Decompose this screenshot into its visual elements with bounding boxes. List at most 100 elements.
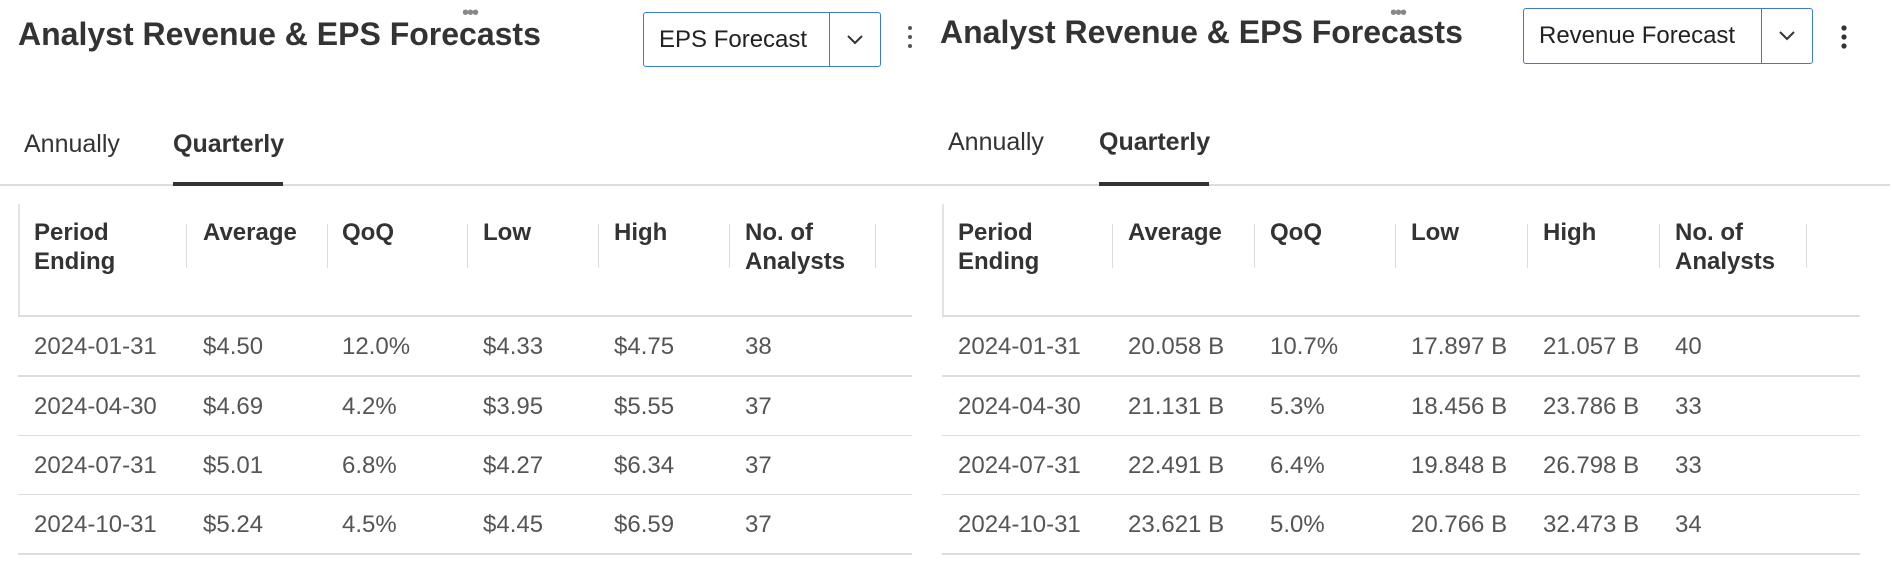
dropdown-label[interactable]: EPS Forecast (644, 13, 830, 66)
column-header: High (614, 219, 668, 246)
table-cell: 22.491 B (1128, 452, 1225, 479)
column-separator (1659, 224, 1660, 268)
table-cell: 2024-04-30 (958, 393, 1081, 420)
table-row (942, 317, 1860, 377)
table-cell: $5.24 (203, 511, 264, 538)
table-cell: 10.7% (1270, 333, 1339, 360)
tab-underline (1099, 182, 1209, 186)
table-cell: $5.55 (614, 393, 675, 420)
column-separator (327, 224, 328, 268)
table-cell: 5.0% (1270, 511, 1325, 538)
column-separator (875, 224, 876, 268)
table-cell: 33 (1675, 393, 1702, 420)
table-cell: $5.01 (203, 452, 264, 479)
column-header: Low (483, 219, 531, 246)
table-cell: 2024-01-31 (958, 333, 1081, 360)
table-row (18, 317, 912, 377)
table-row (18, 495, 912, 555)
tab[interactable]: Annually (948, 128, 1044, 156)
drag-handle: ••• (1390, 2, 1407, 24)
table-cell: 19.848 B (1411, 452, 1508, 479)
table-cell: 37 (745, 393, 772, 420)
column-separator (467, 224, 468, 268)
table-cell: 26.798 B (1543, 452, 1640, 479)
more-menu[interactable] (1841, 24, 1847, 50)
table-cell: $4.50 (203, 333, 264, 360)
table-cell: $3.95 (483, 393, 544, 420)
tab[interactable]: Annually (24, 130, 120, 158)
table-row (942, 436, 1860, 496)
column-separator (729, 224, 730, 268)
table-cell: 20.058 B (1128, 333, 1225, 360)
table-cell: $4.69 (203, 393, 264, 420)
table-cell: 23.786 B (1543, 393, 1640, 420)
table-cell: 23.621 B (1128, 511, 1225, 538)
table-cell: 2024-10-31 (34, 511, 157, 538)
header-divider (942, 315, 1860, 317)
table-cell: 6.8% (342, 452, 397, 479)
dropdown-label[interactable]: Revenue Forecast (1524, 9, 1762, 63)
table-cell: 38 (745, 333, 772, 360)
table-cell: $4.33 (483, 333, 544, 360)
tab[interactable]: Quarterly (1099, 128, 1211, 156)
table-cell: 21.057 B (1543, 333, 1640, 360)
table-cell: 34 (1675, 511, 1702, 538)
table-cell: 4.2% (342, 393, 397, 420)
table-cell: 37 (745, 511, 772, 538)
column-separator (1806, 224, 1807, 268)
more-menu[interactable] (908, 24, 912, 50)
tab[interactable]: Quarterly (173, 130, 285, 158)
table-cell: 2024-04-30 (34, 393, 157, 420)
table-cell: 21.131 B (1128, 393, 1225, 420)
table-cell: 4.5% (342, 511, 397, 538)
column-separator (186, 224, 187, 268)
table-cell: 40 (1675, 333, 1702, 360)
table-cell: 2024-01-31 (34, 333, 157, 360)
table-cell: 18.456 B (1411, 393, 1508, 420)
table-cell: 2024-10-31 (958, 511, 1081, 538)
column-header: Period Ending (958, 219, 1040, 275)
column-separator (1254, 224, 1255, 268)
table-cell: 2024-07-31 (34, 452, 157, 479)
column-header: Period Ending (34, 219, 116, 275)
tab-underline (173, 182, 283, 186)
table-cell: $4.27 (483, 452, 544, 479)
column-header: QoQ (1270, 219, 1322, 246)
table-cell: 12.0% (342, 333, 411, 360)
table-cell: 32.473 B (1543, 511, 1640, 538)
forecast-dropdown[interactable]: EPS Forecast (643, 12, 881, 67)
column-header: Average (1128, 219, 1222, 246)
table-cell: $4.75 (614, 333, 675, 360)
table-cell: 2024-07-31 (958, 452, 1081, 479)
dropdown-caret[interactable] (1762, 9, 1812, 63)
dropdown-caret[interactable] (830, 13, 880, 66)
table-cell: $4.45 (483, 511, 544, 538)
panel-title: Analyst Revenue & EPS Forecasts (18, 16, 541, 52)
panel-title: Analyst Revenue & EPS Forecasts (940, 14, 1463, 50)
column-separator (1395, 224, 1396, 268)
forecast-dropdown[interactable]: Revenue Forecast (1523, 8, 1813, 64)
table-cell: 37 (745, 452, 772, 479)
column-header: Low (1411, 219, 1459, 246)
column-separator (598, 224, 599, 268)
table-cell: 6.4% (1270, 452, 1325, 479)
table-cell: 17.897 B (1411, 333, 1508, 360)
drag-handle: ••• (462, 2, 479, 24)
column-separator (1112, 224, 1113, 268)
column-separator (1527, 224, 1528, 268)
column-header: High (1543, 219, 1597, 246)
table-cell: $6.34 (614, 452, 675, 479)
table-cell: 20.766 B (1411, 511, 1508, 538)
table-cell: 5.3% (1270, 393, 1325, 420)
header-divider (18, 315, 912, 317)
tab-divider (0, 184, 912, 186)
column-header: No. of Analysts (745, 219, 846, 275)
column-header: QoQ (342, 219, 394, 246)
tab-divider (912, 184, 1890, 186)
column-header: No. of Analysts (1675, 219, 1776, 275)
table-cell: $6.59 (614, 511, 675, 538)
column-header: Average (203, 219, 297, 246)
table-row (942, 495, 1860, 555)
table-cell: 33 (1675, 452, 1702, 479)
